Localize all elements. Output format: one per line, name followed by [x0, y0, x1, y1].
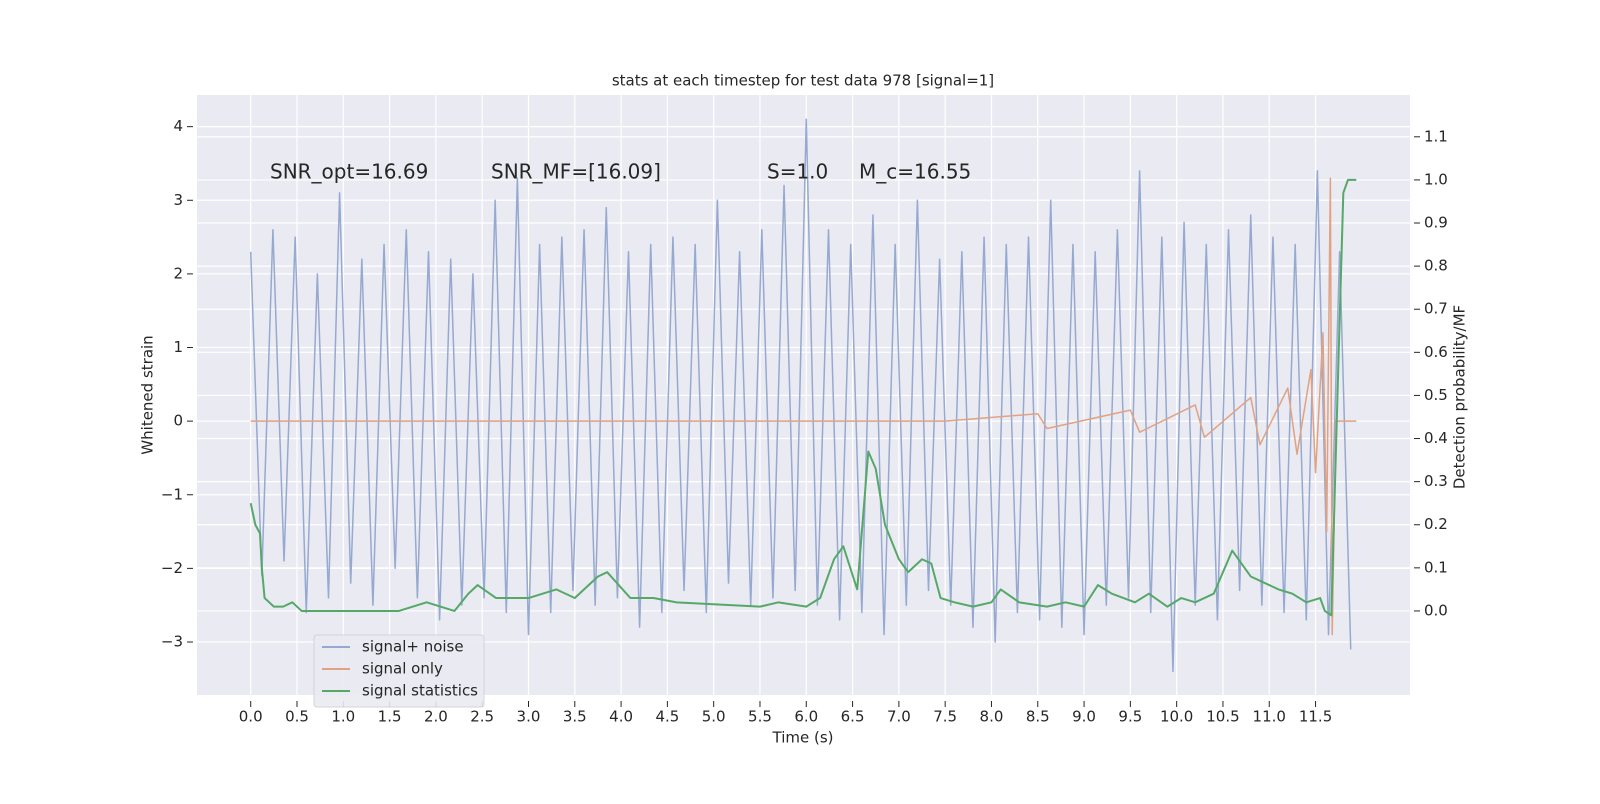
- y2-tick-label: 0.1: [1424, 558, 1448, 576]
- legend-label: signal only: [362, 660, 443, 678]
- x-tick-label: 7.5: [933, 708, 957, 726]
- grid: [197, 95, 1410, 695]
- x-tick-label: 6.5: [841, 708, 865, 726]
- x-tick-label: 4.0: [609, 708, 633, 726]
- annotation: S=1.0: [767, 160, 828, 184]
- y2-tick-label: 0.4: [1424, 429, 1448, 447]
- series-line: [249, 118, 1352, 673]
- y-tick-label: 2: [173, 264, 183, 282]
- series-line: [249, 178, 1357, 617]
- x-tick-label: 3.0: [517, 708, 541, 726]
- y2-tick-label: 0.5: [1424, 386, 1448, 404]
- x-tick-label: 6.0: [794, 708, 818, 726]
- legend-box: [313, 634, 485, 708]
- x-tick-label: 10.0: [1160, 708, 1193, 726]
- x-tick-label: 5.5: [748, 708, 772, 726]
- y-tick-label: −1: [161, 485, 183, 503]
- x-tick-label: 2.0: [424, 708, 448, 726]
- y2-tick-label: 0.9: [1424, 214, 1448, 232]
- x-tick-label: 9.5: [1118, 708, 1142, 726]
- y-tick-label: 4: [173, 117, 183, 135]
- x-tick-label: 11.5: [1299, 708, 1332, 726]
- x-tick-label: 11.0: [1253, 708, 1286, 726]
- y2-tick-label: 0.8: [1424, 257, 1448, 275]
- legend-label: signal+ noise: [362, 638, 464, 656]
- x-axis-label: Time (s): [772, 729, 834, 747]
- y-tick-label: −2: [161, 559, 183, 577]
- x-tick-label: 1.0: [331, 708, 355, 726]
- axes: 0.0 0.5 1.0 1.5 2.0 2.5 3.0 3.5 4.0 4.5 5.0 5.5 6.0 6…: [161, 117, 1448, 725]
- x-tick-label: 4.5: [655, 708, 679, 726]
- x-tick-label: 3.5: [563, 708, 587, 726]
- annotation: SNR_MF=[16.09]: [491, 160, 661, 184]
- x-tick-label: 0.0: [239, 708, 263, 726]
- x-tick-label: 7.0: [887, 708, 911, 726]
- y-tick-label: 0: [173, 412, 183, 430]
- y2-tick-label: 0.7: [1424, 300, 1448, 318]
- y-tick-label: 1: [173, 338, 183, 356]
- annotation: SNR_opt=16.69: [270, 160, 428, 184]
- y2-tick-label: 0.0: [1424, 601, 1448, 619]
- y2-tick-label: 0.3: [1424, 472, 1448, 490]
- x-tick-label: 2.5: [470, 708, 494, 726]
- legend-label: signal statistics: [362, 682, 478, 700]
- y2-axis-label: Detection probability/MF: [1451, 305, 1469, 489]
- series-layer: [249, 118, 1357, 673]
- x-tick-label: 1.5: [378, 708, 402, 726]
- legend: signal+ noise signal only signal statistic…: [313, 634, 485, 708]
- y-tick-label: −3: [161, 632, 183, 650]
- annotation: M_c=16.55: [859, 160, 971, 184]
- x-tick-label: 8.0: [980, 708, 1004, 726]
- y2-tick-label: 1.0: [1424, 170, 1448, 188]
- y-axis-label: Whitened strain: [139, 335, 157, 454]
- x-tick-label: 9.0: [1072, 708, 1096, 726]
- x-tick-label: 10.5: [1206, 708, 1239, 726]
- y2-tick-label: 0.2: [1424, 515, 1448, 533]
- y2-tick-label: 1.1: [1424, 127, 1448, 145]
- x-tick-label: 8.5: [1026, 708, 1050, 726]
- x-tick-label: 0.5: [285, 708, 309, 726]
- y-tick-label: 3: [173, 191, 183, 209]
- y2-tick-label: 0.6: [1424, 343, 1448, 361]
- chart-title: stats at each timestep for test data 978…: [612, 72, 994, 90]
- series-line: [250, 177, 1357, 636]
- x-tick-label: 5.0: [702, 708, 726, 726]
